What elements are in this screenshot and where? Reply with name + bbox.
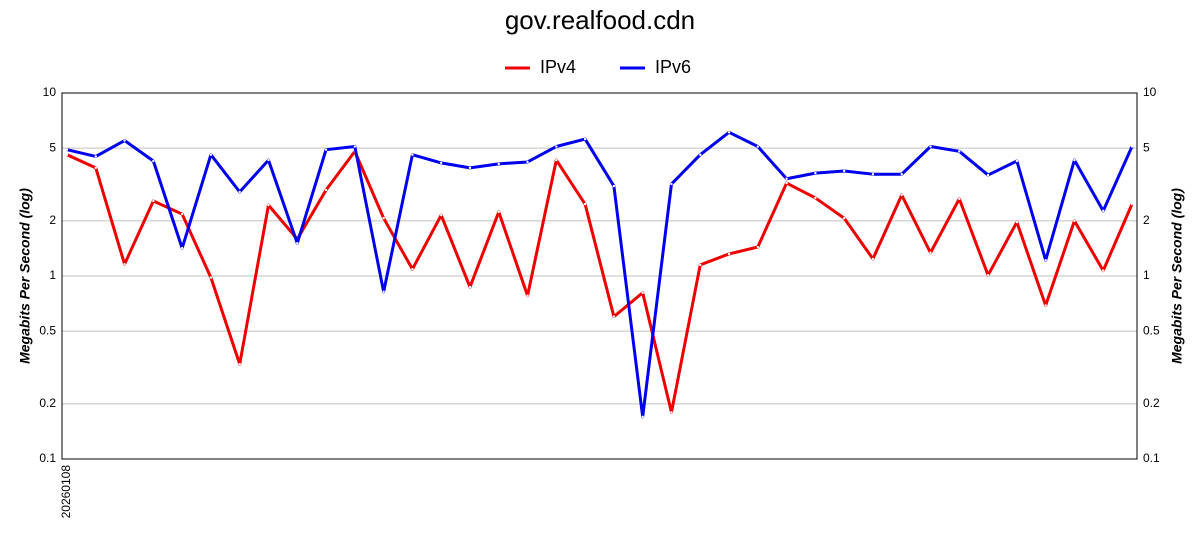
data-point	[986, 274, 990, 277]
data-point	[411, 267, 414, 271]
data-point	[583, 137, 587, 141]
data-point	[727, 252, 731, 256]
y2-tick-label: 2	[1143, 213, 1150, 227]
data-point	[814, 196, 817, 200]
data-point	[353, 145, 357, 148]
data-point	[727, 131, 731, 134]
data-point	[958, 197, 961, 201]
data-point	[1102, 209, 1105, 213]
y-tick-label: 10	[43, 85, 57, 99]
data-point	[900, 172, 903, 176]
data-point	[1130, 145, 1134, 148]
data-point	[1015, 220, 1019, 224]
data-point	[1015, 159, 1019, 163]
data-point	[238, 362, 241, 366]
data-point	[497, 162, 500, 166]
y-axis-label: Megabits Per Second (log)	[17, 188, 33, 364]
data-point	[94, 155, 97, 158]
y2-tick-label: 10	[1143, 85, 1157, 99]
data-point	[65, 153, 69, 156]
data-point	[958, 150, 961, 153]
data-point	[612, 184, 616, 188]
data-point	[526, 160, 529, 164]
data-point	[612, 315, 616, 318]
y-tick-label: 0.1	[39, 451, 56, 465]
y2-tick-label: 0.1	[1143, 451, 1160, 465]
data-point	[267, 203, 270, 207]
data-point	[238, 190, 241, 194]
data-point	[1044, 258, 1047, 262]
y2-tick-label: 5	[1143, 140, 1150, 154]
data-point	[439, 213, 443, 217]
legend-label: IPv6	[655, 57, 691, 77]
data-point	[65, 148, 69, 151]
data-point	[1130, 202, 1134, 206]
data-point	[814, 171, 817, 175]
data-point	[497, 210, 500, 214]
data-point	[526, 294, 529, 297]
series-line	[66, 149, 1134, 414]
plot-frame	[61, 92, 1138, 460]
data-point	[152, 159, 155, 163]
data-point	[1102, 269, 1105, 272]
data-point	[929, 251, 932, 254]
data-point	[756, 245, 760, 249]
data-point	[382, 290, 385, 293]
data-point	[1073, 158, 1076, 162]
data-point	[1073, 219, 1076, 223]
data-point	[209, 276, 213, 279]
data-point	[209, 153, 213, 156]
chart-title: gov.realfood.cdn	[505, 5, 695, 35]
data-point	[324, 148, 328, 151]
data-point	[296, 242, 299, 245]
y-tick-label: 1	[49, 268, 56, 282]
data-point	[670, 182, 673, 186]
data-point	[180, 246, 184, 250]
data-point	[842, 216, 846, 220]
data-point	[583, 202, 587, 206]
data-point	[267, 158, 270, 162]
y2-tick-label: 0.5	[1143, 323, 1160, 337]
data-point	[468, 285, 472, 289]
y2-tick-label: 1	[1143, 268, 1150, 282]
data-point	[123, 263, 126, 266]
x-tick-label: 20260108	[59, 465, 73, 519]
data-point	[152, 199, 155, 203]
legend-label: IPv4	[540, 57, 576, 77]
y2-axis-label: Megabits Per Second (log)	[1169, 188, 1185, 364]
data-point	[842, 169, 846, 173]
data-point	[699, 263, 702, 267]
data-point	[468, 166, 472, 170]
data-point	[94, 166, 97, 170]
data-point	[180, 212, 184, 216]
series-line	[66, 130, 1134, 419]
y2-tick-label: 0.2	[1143, 396, 1160, 410]
data-point	[929, 145, 932, 148]
data-point	[699, 153, 702, 156]
data-point	[382, 216, 385, 220]
data-point	[1044, 304, 1047, 307]
data-point	[641, 291, 644, 294]
data-point	[555, 145, 558, 148]
data-point	[123, 139, 126, 142]
data-point	[324, 188, 328, 192]
data-point	[411, 153, 414, 156]
y-tick-label: 2	[49, 213, 56, 227]
data-point	[439, 161, 443, 165]
data-point	[756, 145, 760, 148]
data-point	[871, 172, 875, 176]
y-tick-label: 5	[49, 140, 56, 154]
y-tick-label: 0.2	[39, 396, 56, 410]
data-point	[670, 411, 673, 414]
data-point	[641, 415, 644, 419]
data-point	[900, 193, 903, 197]
data-point	[986, 173, 990, 177]
data-point	[871, 257, 875, 261]
data-point	[555, 158, 558, 162]
data-point	[785, 177, 788, 180]
data-point	[785, 181, 788, 185]
y-tick-label: 0.5	[39, 323, 56, 337]
